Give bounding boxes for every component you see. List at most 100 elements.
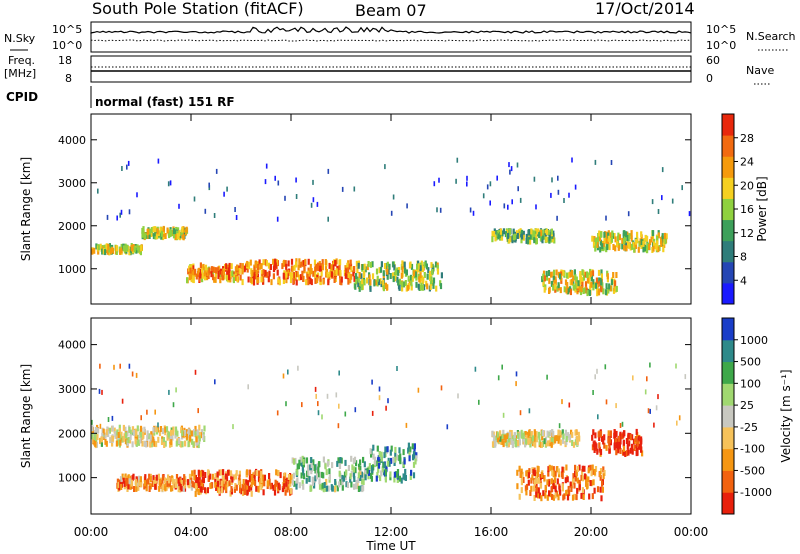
- heatmap-cell: [636, 237, 639, 244]
- x-tick-label: 00:00: [74, 525, 109, 539]
- heatmap-cell: [208, 267, 211, 274]
- heatmap-cell: [219, 277, 222, 284]
- heatmap-cell: [598, 446, 601, 453]
- heatmap-cell: [526, 437, 530, 444]
- heatmap-cell: [514, 233, 517, 240]
- heatmap-cell: [519, 228, 522, 235]
- heatmap-cell: [500, 234, 504, 241]
- heatmap-cell: [472, 210, 475, 216]
- y-tick-label: 2000: [58, 427, 86, 440]
- heatmap-cell: [608, 283, 611, 290]
- heatmap-cell: [310, 202, 313, 208]
- heatmap-cell: [201, 264, 204, 271]
- heatmap-cell: [594, 466, 598, 472]
- heatmap-cell: [334, 479, 337, 485]
- heatmap-cell: [499, 231, 502, 238]
- heatmap-cell: [594, 159, 597, 165]
- heatmap-cell: [102, 428, 105, 435]
- heatmap-cell: [652, 241, 656, 248]
- heatmap-cell: [535, 238, 538, 245]
- heatmap-cell: [543, 275, 546, 282]
- heatmap-cell: [94, 426, 97, 433]
- heatmap-cell: [533, 469, 536, 476]
- heatmap-cell: [535, 204, 537, 210]
- heatmap-cell: [542, 490, 545, 497]
- heatmap-cell: [256, 273, 259, 280]
- heatmap-cell: [397, 269, 400, 276]
- heatmap-cell: [95, 243, 98, 250]
- heatmap-cell: [545, 274, 549, 281]
- heatmap-cell: [497, 230, 500, 236]
- heatmap-cell: [627, 432, 630, 439]
- heatmap-cell: [318, 478, 321, 485]
- heatmap-cell: [250, 484, 253, 491]
- heatmap-cell: [111, 425, 114, 432]
- heatmap-cell: [599, 431, 603, 437]
- heatmap-cell: [652, 245, 655, 252]
- heatmap-cell: [355, 483, 358, 490]
- heatmap-cell: [599, 474, 602, 481]
- heatmap-cell: [285, 277, 288, 284]
- heatmap-cell: [274, 262, 277, 269]
- heatmap-cell: [107, 243, 110, 250]
- heatmap-cell: [621, 243, 624, 250]
- heatmap-cell: [121, 166, 123, 171]
- heatmap-cell: [553, 477, 557, 484]
- heatmap-cell: [99, 438, 102, 445]
- heatmap-cell: [164, 426, 167, 433]
- heatmap-cell: [252, 279, 256, 286]
- heatmap-cell: [541, 229, 544, 236]
- heatmap-cell: [137, 246, 140, 253]
- heatmap-cell: [190, 477, 193, 484]
- heatmap-cell: [593, 236, 596, 242]
- heatmap-cell: [347, 272, 350, 278]
- heatmap-cell: [436, 207, 438, 213]
- heatmap-cell: [122, 435, 125, 442]
- heatmap-cell: [199, 479, 202, 486]
- heatmap-cell: [529, 233, 533, 240]
- heatmap-cell: [635, 238, 638, 245]
- heatmap-cell: [141, 231, 144, 238]
- heatmap-cell: [382, 285, 385, 292]
- heatmap-cell: [639, 442, 642, 448]
- heatmap-cell: [554, 492, 557, 499]
- heatmap-cell: [162, 437, 165, 443]
- heatmap-cell: [188, 436, 191, 443]
- heatmap-cell: [324, 264, 328, 271]
- heatmap-cell: [282, 476, 286, 483]
- heatmap-cell: [591, 270, 595, 277]
- heatmap-cell: [226, 186, 228, 192]
- heatmap-cell: [649, 362, 651, 368]
- heatmap-cell: [600, 279, 603, 286]
- heatmap-cell: [281, 263, 284, 270]
- heatmap-cell: [376, 280, 379, 287]
- heatmap-cell: [330, 271, 334, 278]
- power-y-axis-label: Slant Range [km]: [19, 157, 33, 261]
- heatmap-cell: [338, 481, 341, 488]
- heatmap-cell: [525, 489, 528, 496]
- heatmap-cell: [305, 477, 308, 484]
- heatmap-cell: [377, 466, 380, 473]
- heatmap-cell: [317, 401, 319, 407]
- heatmap-cell: [510, 166, 513, 172]
- heatmap-cell: [263, 480, 266, 487]
- heatmap-cell: [154, 226, 157, 233]
- heatmap-cell: [538, 492, 542, 499]
- heatmap-cell: [332, 264, 335, 271]
- heatmap-cell: [439, 283, 443, 290]
- heatmap-cell: [376, 471, 379, 478]
- heatmap-cell: [206, 487, 209, 494]
- heatmap-cell: [229, 470, 233, 477]
- heatmap-cell: [127, 474, 130, 481]
- heatmap-cell: [646, 235, 649, 242]
- heatmap-cell: [214, 267, 217, 274]
- heatmap-cell: [594, 238, 597, 245]
- heatmap-cell: [298, 274, 301, 281]
- heatmap-cell: [613, 442, 616, 449]
- heatmap-cell: [316, 463, 319, 470]
- heatmap-cell: [369, 261, 372, 268]
- heatmap-cell: [319, 275, 322, 282]
- heatmap-cell: [341, 474, 344, 481]
- heatmap-cell: [398, 278, 401, 285]
